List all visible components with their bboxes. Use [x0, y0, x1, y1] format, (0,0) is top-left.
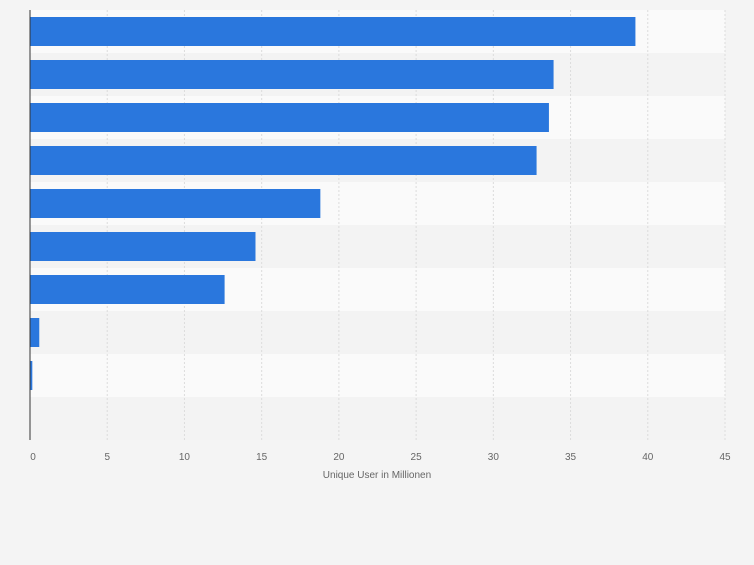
x-axis-title: Unique User in Millionen	[323, 470, 431, 481]
x-tick-label: 5	[104, 452, 110, 463]
x-tick-label: 45	[719, 452, 731, 463]
bar	[30, 361, 33, 390]
x-tick-label: 35	[565, 452, 577, 463]
bar	[30, 275, 225, 304]
x-ticks: 0 5 10 15 20 25 30 35 40 45	[30, 452, 731, 463]
row-band	[30, 397, 725, 440]
bars	[30, 17, 636, 390]
x-tick-label: 20	[333, 452, 345, 463]
row-band	[30, 311, 725, 354]
bar	[30, 103, 549, 132]
x-tick-label: 30	[488, 452, 500, 463]
bar	[30, 60, 554, 89]
bar	[30, 17, 636, 46]
bar	[30, 318, 40, 347]
x-tick-label: 10	[179, 452, 191, 463]
bar	[30, 232, 256, 261]
x-tick-label: 0	[30, 452, 36, 463]
x-tick-label: 25	[411, 452, 423, 463]
row-band	[30, 354, 725, 397]
x-tick-label: 15	[256, 452, 268, 463]
x-tick-label: 40	[642, 452, 654, 463]
bar	[30, 189, 321, 218]
bar	[30, 146, 537, 175]
